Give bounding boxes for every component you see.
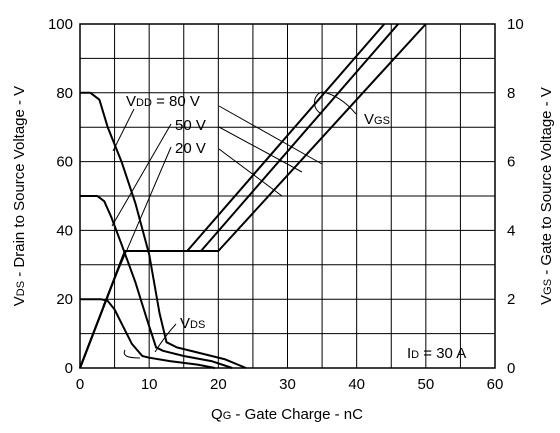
plot-frame <box>79 23 496 369</box>
right-y-tick-label: 4 <box>507 222 515 239</box>
vds-label: VDS <box>180 315 205 332</box>
left-y-tick-label: 80 <box>56 85 73 102</box>
vds-curve-50v <box>80 195 233 369</box>
left-y-tick-label: 40 <box>56 222 73 239</box>
bracket-vgs <box>314 91 323 115</box>
left-y-tick-label: 100 <box>48 16 73 33</box>
series-lines <box>79 23 427 369</box>
pointer-vdd-20-vgs <box>218 148 283 197</box>
right-y-tick-label: 6 <box>507 154 515 171</box>
vgs-label: VGS <box>364 111 390 128</box>
vgs-curve-20v <box>79 23 386 369</box>
right-axis-title: VGS - Gate to Source Voltage - V <box>538 87 555 305</box>
vdd-20-label: 20 V <box>175 140 206 157</box>
left-y-tick-label: 60 <box>56 154 73 171</box>
x-axis-title: QG - Gate Charge - nC <box>211 406 363 423</box>
right-y-tick-label: 2 <box>507 291 515 308</box>
right-y-tick-label: 10 <box>507 16 524 33</box>
left-y-tick-label: 0 <box>65 360 73 377</box>
pointer-vgs-label <box>321 91 357 115</box>
x-tick-label: 0 <box>76 376 84 393</box>
annotation-pointers <box>102 91 357 359</box>
pointer-vdd-50-vgs <box>218 126 303 173</box>
x-tick-label: 10 <box>141 376 158 393</box>
pointer-vdd-80-vgs <box>218 105 323 165</box>
x-tick-label: 30 <box>279 376 296 393</box>
vdd-label: VDD = 80 V <box>126 93 200 110</box>
pointer-vdd-20-vds <box>102 146 172 307</box>
right-y-tick-label: 0 <box>507 360 515 377</box>
right-y-tick-label: 8 <box>507 85 515 102</box>
pointer-vdd-50-vds <box>111 123 172 227</box>
pointer-vds-label <box>154 323 177 353</box>
x-tick-label: 50 <box>417 376 434 393</box>
x-tick-label: 20 <box>210 376 227 393</box>
left-y-tick-label: 20 <box>56 291 73 308</box>
grid <box>80 24 495 368</box>
pointer-vdd-80-vds <box>112 108 135 152</box>
vds-curve-80v <box>80 91 247 369</box>
id-label: ID = 30 A <box>407 345 466 362</box>
bracket-vds <box>123 349 141 359</box>
left-axis-title: VDS - Drain to Source Voltage - V <box>11 86 28 306</box>
x-tick-label: 40 <box>348 376 365 393</box>
vdd-50-label: 50 V <box>175 117 206 134</box>
x-tick-label: 60 <box>487 376 504 393</box>
